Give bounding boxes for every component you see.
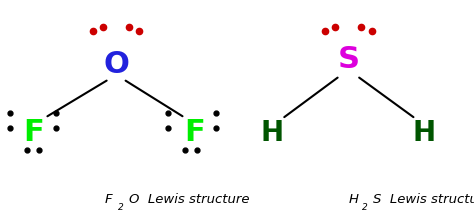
- Text: F: F: [184, 118, 205, 147]
- Text: F: F: [23, 118, 44, 147]
- Text: H: H: [348, 193, 358, 205]
- Text: O: O: [103, 50, 129, 79]
- Text: 2: 2: [362, 203, 367, 212]
- Text: O  Lewis structure: O Lewis structure: [129, 193, 249, 205]
- Text: F: F: [104, 193, 112, 205]
- Text: 2: 2: [118, 203, 123, 212]
- Text: S  Lewis structure: S Lewis structure: [373, 193, 474, 205]
- Text: S: S: [337, 45, 359, 74]
- Text: H: H: [261, 119, 284, 147]
- Text: H: H: [413, 119, 436, 147]
